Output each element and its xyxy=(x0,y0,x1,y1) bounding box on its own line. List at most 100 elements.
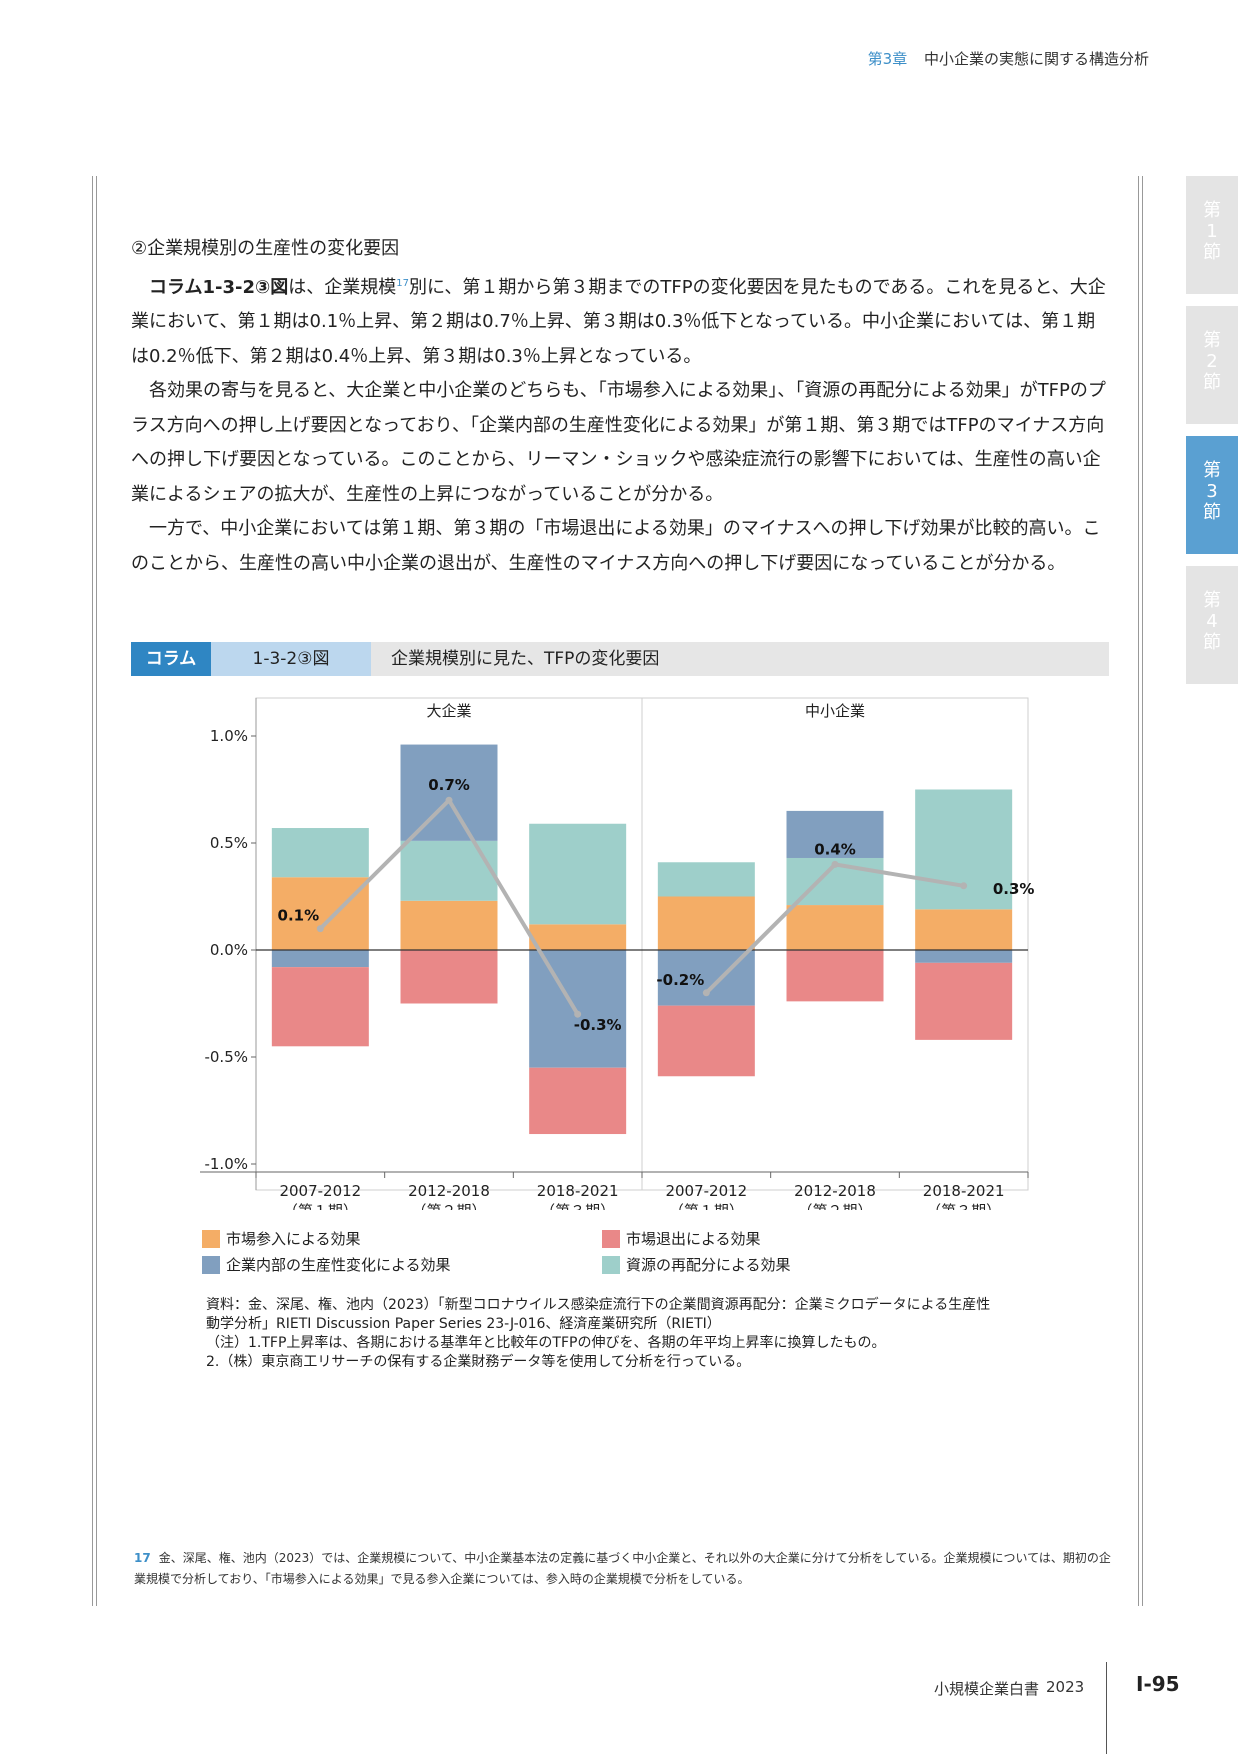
x-tick-label: 2007-2012 xyxy=(279,1182,361,1200)
tfp-data-label: 0.4% xyxy=(814,840,856,858)
bar-segment xyxy=(271,967,369,1047)
y-tick-label: 1.0% xyxy=(210,727,248,745)
bar-segment xyxy=(786,950,884,1002)
bar-segment xyxy=(271,950,369,968)
source-line: 資料：金、深尾、権、池内（2023）「新型コロナウイルス感染症流行下の企業間資源… xyxy=(206,1297,991,1313)
paragraph-3: 一方で、中小企業においては第１期、第３期の「市場退出による効果」のマイナスへの押… xyxy=(131,518,1101,574)
figure-ref: コラム1-3-2③図 xyxy=(149,276,289,298)
body-text: ②企業規模別の生産性の変化要因 コラム1-3-2③図は、企業規模17別に、第１期… xyxy=(131,232,1109,581)
bar-segment xyxy=(271,877,369,950)
paragraph-1-text-a: は、企業規模 xyxy=(288,276,397,298)
running-header: 第3章 中小企業の実態に関する構造分析 xyxy=(868,48,1149,69)
y-tick-label: 0.5% xyxy=(210,834,248,852)
bar-segment xyxy=(529,950,627,1068)
x-tick-label: 2007-2012 xyxy=(665,1182,747,1200)
legend-swatch xyxy=(202,1229,220,1248)
right-rule xyxy=(1138,176,1139,1606)
bar-segment xyxy=(657,1005,755,1077)
tfp-point xyxy=(702,989,710,997)
chapter-title: 中小企業の実態に関する構造分析 xyxy=(923,50,1149,68)
legend-swatch xyxy=(202,1255,220,1274)
x-tick-label: 2018-2021 xyxy=(923,1182,1005,1200)
figure-title-bar: コラム 1-3-2③図 企業規模別に見た、TFPの変化要因 xyxy=(131,642,1109,676)
footnote-ref[interactable]: 17 xyxy=(396,277,409,289)
note-line: 2.（株）東京商工リサーチの保有する企業財務データ等を使用して分析を行っている。 xyxy=(206,1354,751,1370)
footnote: 17 金、深尾、権、池内（2023）では、企業規模について、中小企業基本法の定義に… xyxy=(134,1548,1114,1590)
tfp-data-label: 0.7% xyxy=(428,776,470,794)
panel-label: 大企業 xyxy=(426,702,471,720)
bar-segment xyxy=(915,789,1013,910)
tfp-chart: 大企業 中小企業 1.0% 0.5% 0.0% -0.5% -1.0% 2007-2012 （第… xyxy=(200,697,1035,1210)
bar-segment xyxy=(529,1067,627,1135)
bar-segment xyxy=(400,744,498,841)
footnote-text: 金、深尾、権、池内（2023）では、企業規模について、中小企業基本法の定義に基づ… xyxy=(134,1551,1111,1586)
x-tick-label: 2012-2018 xyxy=(408,1182,490,1200)
x-tick-label: （第３期） xyxy=(540,1202,615,1210)
tfp-point xyxy=(316,925,324,933)
bar-segment xyxy=(529,823,627,925)
legend-label: 資源の再配分による効果 xyxy=(626,1256,791,1274)
figure-title: 企業規模別に見た、TFPの変化要因 xyxy=(391,649,660,669)
footer-year: 2023 xyxy=(1046,1678,1085,1696)
page-number: Ⅰ-95 xyxy=(1136,1672,1180,1696)
bar-segment xyxy=(400,840,498,901)
x-tick-label: （第２期） xyxy=(797,1202,872,1210)
figure-number: 1-3-2③図 xyxy=(211,642,371,676)
bar-segment xyxy=(657,862,755,897)
legend-item: 市場退出による効果 xyxy=(602,1228,761,1249)
x-tick-label: 2012-2018 xyxy=(794,1182,876,1200)
tfp-data-label: -0.2% xyxy=(656,971,704,989)
source-notes: 資料：金、深尾、権、池内（2023）「新型コロナウイルス感染症流行下の企業間資源… xyxy=(206,1296,1066,1372)
y-tick-label: -1.0% xyxy=(204,1155,248,1173)
legend-swatch xyxy=(602,1255,620,1274)
legend-label: 市場参入による効果 xyxy=(226,1230,361,1248)
tfp-data-label: 0.1% xyxy=(278,907,320,925)
figure-label-column: コラム xyxy=(131,642,211,676)
right-rule-inner xyxy=(1142,176,1143,1606)
x-tick-label: （第３期） xyxy=(926,1202,1001,1210)
tfp-data-label: -0.3% xyxy=(574,1016,622,1034)
bar-segment xyxy=(400,950,498,1004)
y-tick-label: 0.0% xyxy=(210,941,248,959)
bar-segment xyxy=(657,896,755,950)
y-tick-label: -0.5% xyxy=(204,1048,248,1066)
legend-label: 企業内部の生産性変化による効果 xyxy=(226,1256,451,1274)
footer-book: 小規模企業白書 xyxy=(934,1680,1040,1698)
left-rule xyxy=(92,176,93,1606)
legend-item: 企業内部の生産性変化による効果 xyxy=(202,1254,451,1275)
chapter-label: 第3章 xyxy=(867,50,908,68)
tfp-data-label: 0.3% xyxy=(993,880,1035,898)
tfp-point xyxy=(445,796,453,804)
tfp-point xyxy=(574,1010,582,1018)
x-tick-label: 2018-2021 xyxy=(537,1182,619,1200)
tfp-point xyxy=(831,860,839,868)
section-heading: ②企業規模別の生産性の変化要因 xyxy=(131,238,400,259)
note-line: （注）1.TFP上昇率は、各期における基準年と比較年のTFPの伸びを、各期の年平… xyxy=(206,1335,886,1351)
legend-swatch xyxy=(602,1229,620,1248)
source-line: 動学分析」RIETI Discussion Paper Series 23-J-… xyxy=(206,1316,721,1332)
left-rule-inner xyxy=(96,176,97,1606)
footnote-number: 17 xyxy=(134,1551,151,1565)
footer-divider xyxy=(1106,1662,1107,1754)
legend-label: 市場退出による効果 xyxy=(626,1230,761,1248)
tfp-point xyxy=(960,882,968,890)
x-tick-label: （第１期） xyxy=(669,1202,744,1210)
x-tick-label: （第２期） xyxy=(411,1202,486,1210)
bar-segment xyxy=(915,909,1013,950)
bar-segment xyxy=(915,962,1013,1040)
paragraph-1-text-b: 別に、第１期から第３期までのTFPの変化要因を見たものである。これを見ると、大企… xyxy=(131,276,1106,367)
paragraph-2: 各効果の寄与を見ると、大企業と中小企業のどちらも、「市場参入による効果」、「資源… xyxy=(131,380,1106,505)
legend-item: 資源の再配分による効果 xyxy=(602,1254,791,1275)
panel-label: 中小企業 xyxy=(805,702,865,720)
x-tick-label: （第１期） xyxy=(283,1202,358,1210)
legend-item: 市場参入による効果 xyxy=(202,1228,361,1249)
paragraph-1: コラム1-3-2③図は、企業規模17別に、第１期から第３期までのTFPの変化要因… xyxy=(131,267,1109,375)
